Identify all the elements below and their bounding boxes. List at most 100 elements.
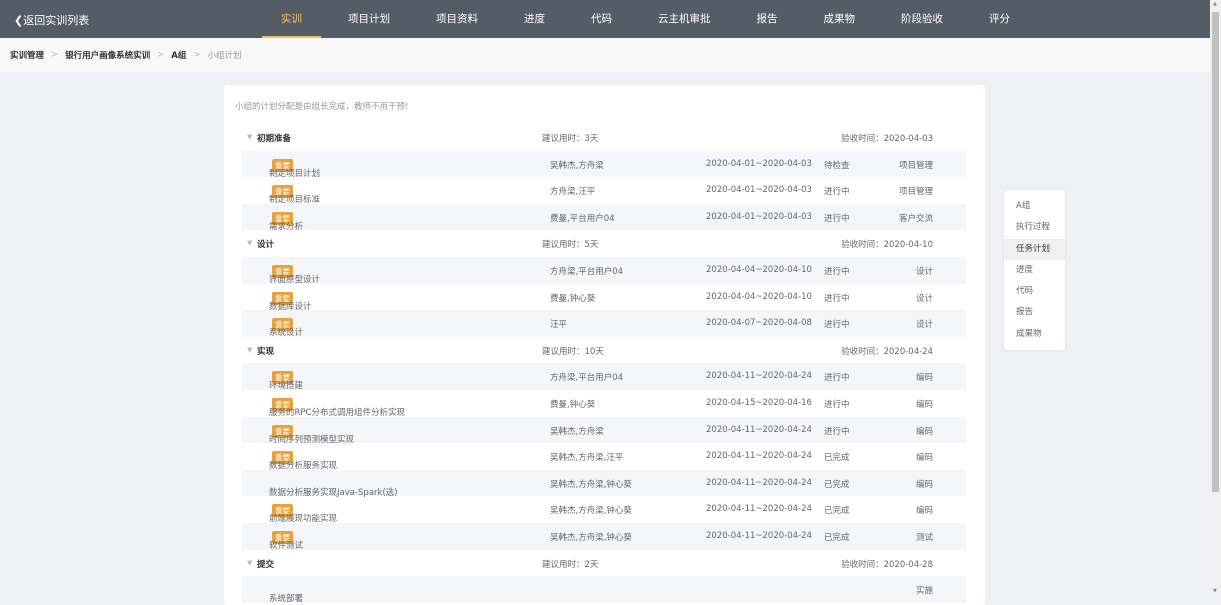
breadcrumb-item[interactable]: A组 bbox=[171, 51, 187, 61]
important-badge: 重要 bbox=[272, 504, 293, 518]
task-name[interactable]: 制定项目计划 重要 bbox=[269, 158, 320, 179]
task-name-text: 时间序列预测模型实现 bbox=[269, 434, 355, 445]
task-status: 待检查 bbox=[824, 160, 850, 171]
task-name-text: 制定项目标准 bbox=[269, 195, 321, 206]
task-members: 费曼,钟心葵 bbox=[550, 293, 596, 304]
side-menu-item[interactable]: 成果物 bbox=[1016, 328, 1042, 339]
task-status: 进行中 bbox=[824, 266, 850, 277]
important-badge: 重要 bbox=[272, 291, 293, 305]
tab-6[interactable]: 报告 bbox=[756, 13, 778, 25]
task-row[interactable]: 需求分析 重要 费曼,平台用户04 2020-04-01~2020-04-03 进行中 客… bbox=[242, 203, 966, 232]
task-row[interactable]: 制定项目计划 重要 吴韩杰,方舟梁 2020-04-01~2020-04-03 待检查 项… bbox=[242, 150, 966, 179]
task-status: 进行中 bbox=[824, 373, 850, 384]
task-date-range: 2020-04-11~2020-04-24 bbox=[706, 451, 812, 462]
group-name: 实现 bbox=[257, 346, 275, 357]
scroll-down-icon[interactable]: ▼ bbox=[1213, 588, 1217, 594]
task-name[interactable]: 制定项目标准 重要 bbox=[269, 185, 320, 205]
task-row[interactable]: 环境搭建 重要 方舟梁,平台用户04 2020-04-11~2020-04-24 进行中… bbox=[242, 363, 966, 391]
task-row[interactable]: 界面原型设计 重要 方舟梁,平台用户04 2020-04-04~2020-04-10 进… bbox=[242, 256, 966, 285]
group-name: 设计 bbox=[257, 240, 275, 251]
plan-list: ▼ 初期准备 建议用时：3天 验收时间：2020-04-03 制定项目计划 重要 吴韩杰,方… bbox=[242, 124, 966, 604]
group-name: 提交 bbox=[257, 559, 275, 570]
task-row[interactable]: 系统部署 实施 bbox=[242, 576, 966, 604]
task-name-text: 服务的RPC分布式调用组件分析实现 bbox=[269, 407, 405, 418]
task-name[interactable]: 系统设计 重要 bbox=[269, 318, 303, 338]
task-name[interactable]: 服务的RPC分布式调用组件分析实现 重要 bbox=[269, 397, 405, 418]
task-row[interactable]: 数据库设计 重要 费曼,钟心葵 2020-04-04~2020-04-10 进行中 设计 bbox=[242, 284, 966, 312]
side-menu-item[interactable]: 代码 bbox=[1016, 286, 1034, 297]
tab-1[interactable]: 项目计划 bbox=[348, 13, 390, 25]
caret-down-icon[interactable]: ▼ bbox=[247, 345, 253, 354]
task-name-text: 需求分析 bbox=[269, 221, 304, 232]
task-members: 吴韩杰,方舟梁,钟心葵 bbox=[550, 532, 632, 543]
important-badge: 重要 bbox=[272, 397, 293, 411]
scrollbar[interactable]: ▲ ▼ bbox=[1210, 0, 1221, 595]
caret-down-icon[interactable]: ▼ bbox=[247, 133, 253, 141]
side-menu-item[interactable]: 执行过程 bbox=[1016, 222, 1051, 233]
group-accept-date: 验收时间：2020-04-28 bbox=[841, 559, 933, 570]
scroll-up-icon[interactable]: ▲ bbox=[1213, 1, 1217, 7]
tab-4[interactable]: 代码 bbox=[591, 13, 612, 25]
important-badge: 重要 bbox=[272, 211, 293, 225]
important-badge: 重要 bbox=[272, 424, 293, 438]
task-type: 测试 bbox=[915, 532, 933, 543]
tab-0[interactable]: 实训 bbox=[262, 0, 321, 38]
task-type: 编码 bbox=[915, 426, 933, 437]
task-name[interactable]: 数据库设计 重要 bbox=[269, 291, 312, 312]
task-row[interactable]: 软件测试 重要 吴韩杰,方舟梁,钟心葵 2020-04-11~2020-04-24 已完… bbox=[242, 522, 966, 551]
task-row[interactable]: 数据分析服务实现Java-Spark(选) 吴韩杰,方舟梁,钟心葵 2020-04-… bbox=[242, 469, 966, 498]
task-type: 编码 bbox=[915, 506, 933, 517]
task-date-range: 2020-04-11~2020-04-24 bbox=[706, 371, 812, 382]
task-name-text: 前端展现功能实现 bbox=[269, 514, 338, 525]
task-row[interactable]: 服务的RPC分布式调用组件分析实现 重要 费曼,钟心葵 2020-04-15~2020… bbox=[242, 390, 966, 418]
side-menu-item[interactable]: 任务计划 bbox=[1004, 238, 1065, 260]
tab-8[interactable]: 阶段验收 bbox=[901, 13, 943, 25]
task-type: 设计 bbox=[915, 293, 933, 304]
task-date-range: 2020-04-04~2020-04-10 bbox=[706, 264, 812, 275]
task-row[interactable]: 系统设计 重要 汪平 2020-04-07~2020-04-08 进行中 设计 bbox=[242, 310, 966, 338]
breadcrumb-item[interactable]: 银行用户画像系统实训 bbox=[65, 51, 151, 61]
task-row[interactable]: 制定项目标准 重要 方舟梁,汪平 2020-04-01~2020-04-03 进行中 项目… bbox=[242, 177, 966, 205]
task-name[interactable]: 界面原型设计 重要 bbox=[269, 264, 320, 285]
caret-down-icon[interactable]: ▼ bbox=[247, 239, 253, 248]
important-badge: 重要 bbox=[272, 185, 293, 199]
back-to-list-link[interactable]: ❮返回实训列表 bbox=[14, 14, 90, 27]
group-accept-date: 验收时间：2020-04-24 bbox=[841, 346, 933, 357]
task-name[interactable]: 时间序列预测模型实现 重要 bbox=[269, 424, 354, 445]
tab-7[interactable]: 成果物 bbox=[823, 13, 856, 25]
main-tabs: 实训 项目计划 项目资料 进度 代码 云主机审批 报告 成果物 阶段验收 评分 bbox=[262, 0, 1037, 38]
task-name[interactable]: 环境搭建 重要 bbox=[269, 371, 303, 391]
task-status: 进行中 bbox=[824, 426, 850, 437]
task-date-range: 2020-04-01~2020-04-03 bbox=[706, 185, 812, 196]
group-row[interactable]: ▼ 提交 建议用时：2天 验收时间：2020-04-28 bbox=[242, 550, 966, 577]
tab-9[interactable]: 评分 bbox=[989, 13, 1010, 25]
caret-down-icon[interactable]: ▼ bbox=[247, 558, 253, 567]
group-row[interactable]: ▼ 初期准备 建议用时：3天 验收时间：2020-04-03 bbox=[242, 124, 966, 151]
task-row[interactable]: 数据分析服务实现 重要 吴韩杰,方舟梁,汪平 2020-04-11~2020-04-2… bbox=[242, 443, 966, 471]
task-row[interactable]: 时间序列预测模型实现 重要 吴韩杰,方舟梁 2020-04-11~2020-04-24… bbox=[242, 416, 966, 445]
tab-5[interactable]: 云主机审批 bbox=[658, 13, 711, 25]
side-menu-item[interactable]: 报告 bbox=[1016, 307, 1034, 318]
side-menu-item[interactable]: 进度 bbox=[1016, 264, 1034, 275]
task-name[interactable]: 需求分析 重要 bbox=[269, 211, 303, 232]
task-status: 已完成 bbox=[824, 479, 850, 490]
breadcrumb-item[interactable]: 实训管理 bbox=[10, 51, 45, 61]
breadcrumb-item: 小组计划 bbox=[207, 51, 242, 61]
task-name[interactable]: 前端展现功能实现 重要 bbox=[269, 504, 337, 524]
task-name[interactable]: 数据分析服务实现 重要 bbox=[269, 451, 337, 471]
notice-text: 小组的计划分配是由组长完成，教师不用干预! bbox=[235, 102, 409, 112]
tab-2[interactable]: 项目资料 bbox=[436, 13, 478, 25]
group-duration: 建议用时：5天 bbox=[542, 240, 599, 251]
task-name-text: 数据库设计 bbox=[269, 301, 312, 312]
tab-3[interactable]: 进度 bbox=[524, 13, 545, 25]
side-menu-item[interactable]: A组 bbox=[1016, 201, 1031, 211]
task-members: 吴韩杰,方舟梁,汪平 bbox=[550, 453, 624, 464]
group-row[interactable]: ▼ 设计 建议用时：5天 验收时间：2020-04-10 bbox=[242, 230, 966, 257]
task-name[interactable]: 软件测试 重要 bbox=[269, 530, 303, 551]
task-date-range: 2020-04-11~2020-04-24 bbox=[706, 504, 812, 515]
task-type: 项目管理 bbox=[898, 160, 933, 171]
task-name-text: 数据分析服务实现Java-Spark(选) bbox=[269, 487, 398, 498]
scrollbar-thumb[interactable] bbox=[1212, 12, 1219, 492]
task-row[interactable]: 前端展现功能实现 重要 吴韩杰,方舟梁,钟心葵 2020-04-11~2020-04-… bbox=[242, 496, 966, 524]
group-row[interactable]: ▼ 实现 建议用时：10天 验收时间：2020-04-24 bbox=[242, 337, 966, 364]
